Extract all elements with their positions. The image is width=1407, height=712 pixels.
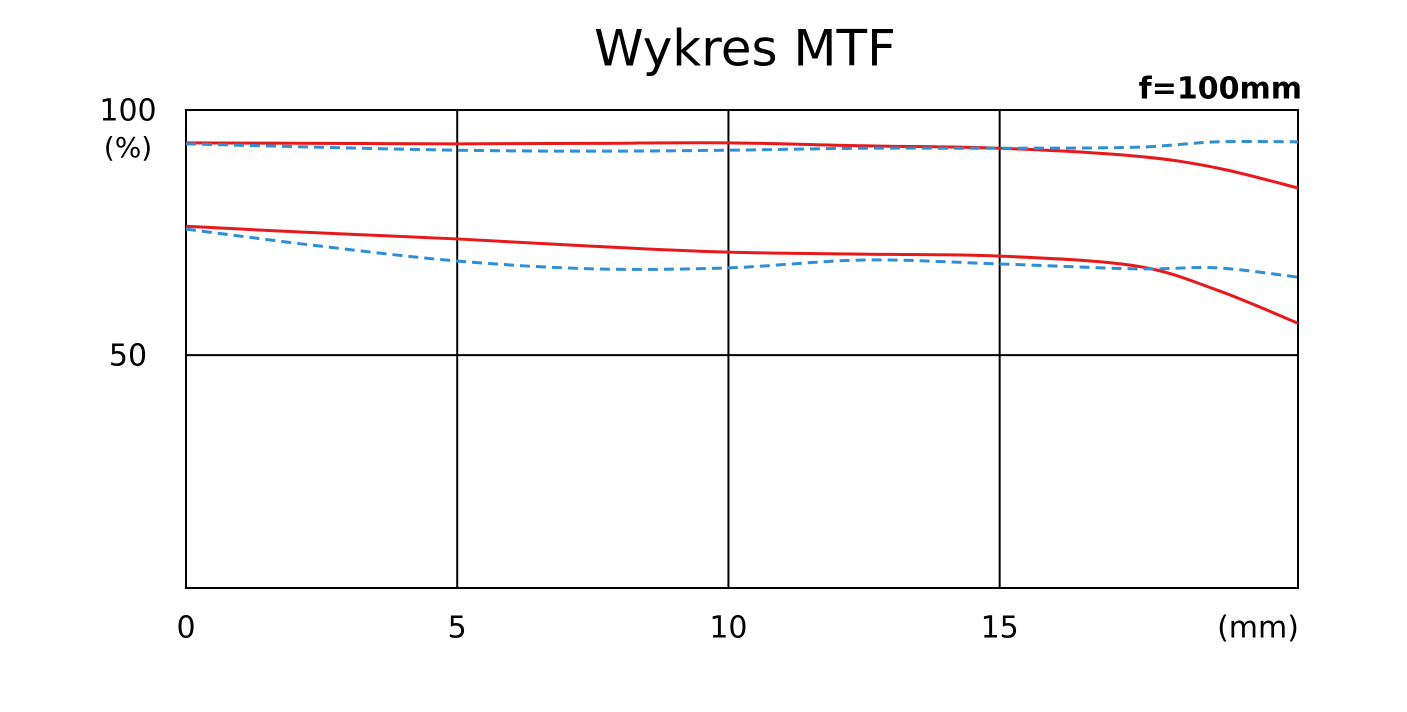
plot-frame [185,109,1299,589]
series-line [185,224,1299,325]
x-tick-label: 10 [709,611,747,646]
y-tick-label: 50 [109,339,147,374]
series-line [185,141,1299,190]
chart-title: Wykres MTF [594,20,896,78]
x-tick-label: 0 [176,611,195,646]
series-line [185,139,1299,153]
x-unit: (mm) [1217,611,1299,646]
y-tick-label: 100 [99,94,156,129]
chart-subtitle: f=100mm [1139,72,1302,107]
y-unit: (%) [104,131,152,164]
x-tick-label: 5 [448,611,467,646]
x-tick-label: 15 [981,611,1019,646]
series-line [185,227,1299,279]
